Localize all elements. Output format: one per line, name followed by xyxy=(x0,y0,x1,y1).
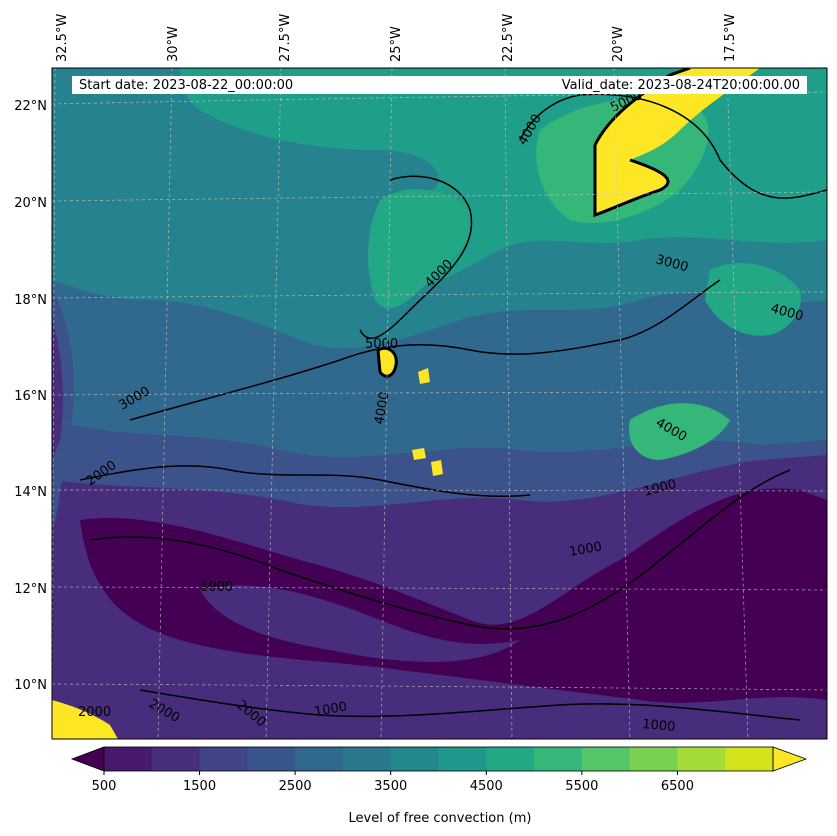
colorbar-tick-label: 5500 xyxy=(565,779,598,794)
lon-label: 32.5°W xyxy=(55,14,70,62)
contour-label: 1000 xyxy=(642,717,676,735)
colorbar-segment xyxy=(534,747,583,771)
lat-label: 22°N xyxy=(14,99,47,114)
colorbar-under-arrow xyxy=(70,746,105,772)
colorbar-tick-label: 1500 xyxy=(183,779,216,794)
colorbar-segment xyxy=(725,747,774,771)
info-box xyxy=(72,76,807,94)
contour-1000-south xyxy=(89,469,791,630)
colorbar-segment xyxy=(438,747,487,771)
contour-1000-bottom xyxy=(139,689,801,721)
lat-label: 16°N xyxy=(14,389,47,404)
cell-7000m-ne xyxy=(595,68,760,215)
lon-label: 20°W xyxy=(611,26,626,62)
cell-7000m-sw xyxy=(52,700,118,739)
band-4500m-east xyxy=(705,262,801,336)
band-4500m-se xyxy=(629,403,730,460)
lat-label: 10°N xyxy=(14,678,47,693)
gridline-lon-27-5w xyxy=(265,68,282,739)
cell-7000m-central-3 xyxy=(412,448,426,460)
gridline-lon-17-5w xyxy=(726,68,749,739)
band-4500m-central xyxy=(368,189,472,309)
colorbar-tick-label: 2500 xyxy=(279,779,312,794)
band-1000m-inner xyxy=(200,585,520,662)
colorbar-segment xyxy=(629,747,678,771)
latitude-labels: 22°N 20°N 18°N 16°N 14°N 12°N 10°N xyxy=(14,99,47,693)
lat-label: 20°N xyxy=(14,196,47,211)
cell-7000m-central-2 xyxy=(418,368,430,384)
lon-label: 17.5°W xyxy=(723,14,738,62)
contour-3000-central xyxy=(129,279,721,421)
colorbar-label: Level of free convection (m) xyxy=(348,811,532,826)
colorbar-segment xyxy=(486,747,535,771)
colorbar-segment xyxy=(104,747,153,771)
contour-2000-west xyxy=(79,465,531,498)
colorbar: 500 1500 2500 3500 4500 5500 6500 xyxy=(70,746,808,794)
cell-7000m-central-4 xyxy=(431,460,443,476)
lon-label: 30°W xyxy=(166,26,181,62)
contour-label: 5000 xyxy=(365,337,398,352)
colorbar-tick-label: 6500 xyxy=(661,779,694,794)
gridline-lat-20n xyxy=(52,191,827,202)
gridline-lat-18n xyxy=(52,291,827,299)
contour-label: 1000 xyxy=(313,699,348,720)
colorbar-segment xyxy=(677,747,726,771)
contour-4000-north xyxy=(519,93,827,199)
colorbar-segment xyxy=(199,747,248,771)
contour-4000-central xyxy=(359,175,473,339)
contour-label: 4000 xyxy=(372,390,393,425)
contour-lines xyxy=(79,93,827,721)
gridline-lat-16n xyxy=(52,391,827,396)
longitude-labels: 32.5°W 30°W 27.5°W 25°W 22.5°W 20°W 17.5… xyxy=(55,14,738,62)
colorbar-frame xyxy=(103,746,774,772)
colorbar-segment xyxy=(295,747,344,771)
gridline-lat-14n xyxy=(52,489,827,492)
contour-label: 1000 xyxy=(568,539,603,560)
colorbar-over-arrow xyxy=(772,746,808,772)
start-date-label: Start date: 2023-08-22_00:00:00 xyxy=(79,78,294,93)
colorbar-tick-label: 3500 xyxy=(374,779,407,794)
lat-label: 12°N xyxy=(14,582,47,597)
colorbar-tick-label: 4500 xyxy=(470,779,503,794)
map-panel: 5000 4000 3000 4000 5000 4000 3000 2000 … xyxy=(52,68,827,739)
colorbar-segment xyxy=(247,747,296,771)
gridline-lon-30w xyxy=(157,68,173,739)
colorbar-segment xyxy=(390,747,439,771)
lat-label: 18°N xyxy=(14,293,47,308)
lon-label: 22.5°W xyxy=(501,14,516,62)
contour-5000-central-cell xyxy=(376,346,398,378)
map-frame xyxy=(51,67,828,740)
gridline-lat-22n xyxy=(52,91,827,105)
lat-label: 14°N xyxy=(14,485,47,500)
gridline-lat-12n xyxy=(52,586,827,591)
valid-date-label: Valid_date: 2023-08-24T20:00:00.00 xyxy=(561,78,800,93)
gridline-lat-10n xyxy=(52,683,827,691)
gridline-lon-22-5w xyxy=(504,68,513,739)
gridline-lon-20w xyxy=(613,68,631,739)
band-500m-south xyxy=(80,488,827,703)
lon-label: 27.5°W xyxy=(278,14,293,62)
colorbar-segment xyxy=(151,747,201,771)
colorbar-segment xyxy=(581,747,631,771)
gridline-lon-25w xyxy=(380,68,393,739)
contour-label: 2000 xyxy=(78,705,111,720)
lon-label: 25°W xyxy=(389,26,404,62)
colorbar-segment xyxy=(342,747,392,771)
band-1000m-west xyxy=(52,320,63,460)
colorbar-tick-label: 500 xyxy=(92,779,117,794)
